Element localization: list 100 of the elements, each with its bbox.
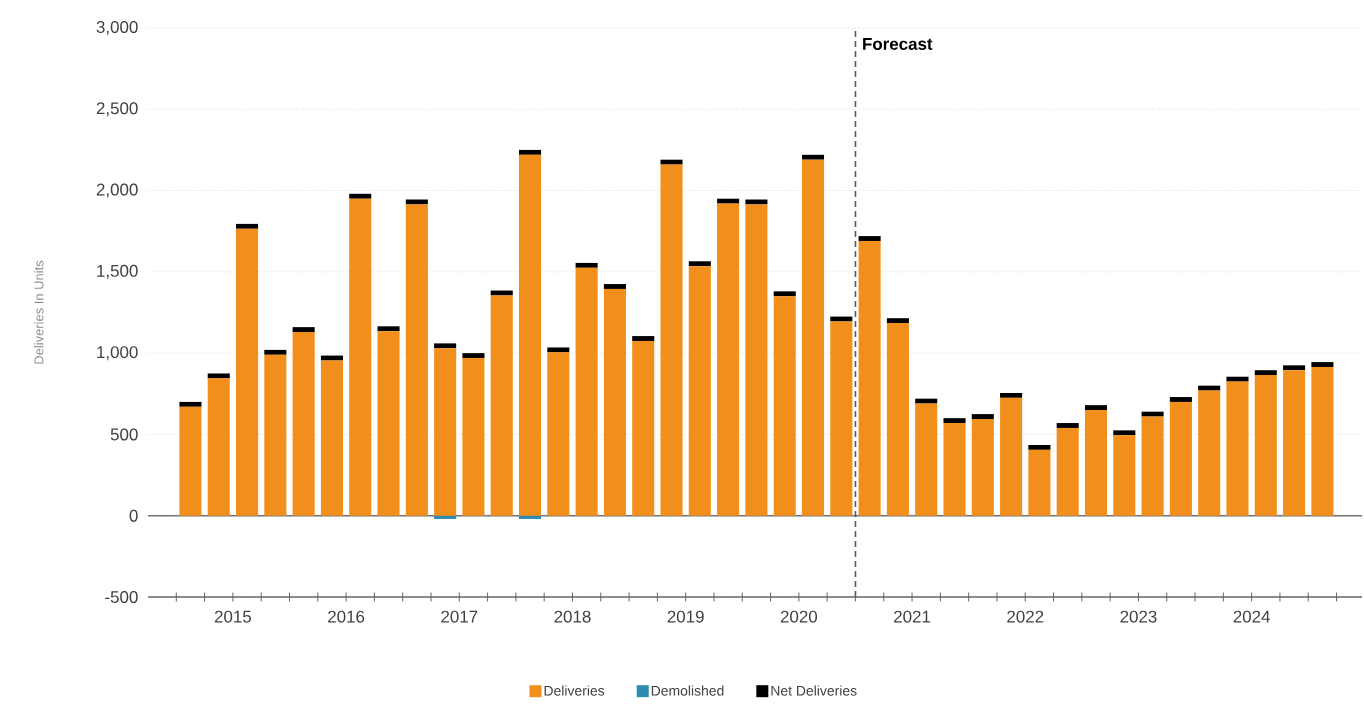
bar xyxy=(1169,397,1192,402)
bar xyxy=(660,159,683,165)
bar xyxy=(547,347,570,353)
x-tick-label: 2016 xyxy=(328,610,365,623)
bar xyxy=(1254,375,1277,516)
bar xyxy=(1169,401,1192,516)
bar xyxy=(518,149,542,155)
bar xyxy=(971,418,994,516)
bar xyxy=(745,204,768,516)
y-tick-label: -500 xyxy=(105,591,138,603)
bar xyxy=(1084,410,1108,516)
bar xyxy=(264,354,287,516)
x-tick-label: 2021 xyxy=(894,610,931,623)
bar xyxy=(603,284,626,289)
bar xyxy=(462,353,485,359)
bar xyxy=(377,326,400,332)
bar xyxy=(236,223,259,229)
bar xyxy=(490,295,513,516)
y-axis-title: Deliveries In Units xyxy=(33,260,44,364)
bar xyxy=(179,406,202,516)
x-tick-label: 2015 xyxy=(214,610,252,623)
bar xyxy=(858,240,881,516)
bar xyxy=(915,398,938,404)
bar xyxy=(518,515,542,519)
y-tick-label: 2,500 xyxy=(96,102,138,117)
bar xyxy=(603,288,626,516)
bar xyxy=(915,403,938,516)
bar xyxy=(320,360,343,516)
bar xyxy=(632,340,655,516)
bar xyxy=(292,327,315,333)
bar xyxy=(943,418,966,424)
bar xyxy=(434,515,457,519)
bar xyxy=(434,343,457,349)
bar xyxy=(801,154,825,160)
bar xyxy=(547,352,570,516)
x-tick-label: 2023 xyxy=(1120,610,1157,623)
x-tick-label: 2024 xyxy=(1233,610,1270,623)
bar xyxy=(773,291,796,297)
bar xyxy=(1113,430,1136,436)
legend-label: Deliveries xyxy=(544,685,605,696)
bar xyxy=(179,401,202,407)
y-tick-label: 3,000 xyxy=(96,21,138,35)
bar xyxy=(858,236,881,241)
bar xyxy=(518,154,542,516)
x-tick-label: 2022 xyxy=(1007,610,1044,623)
annotation: Forecast xyxy=(863,38,933,50)
bar xyxy=(434,348,457,516)
bar xyxy=(632,336,655,341)
bar xyxy=(349,198,372,516)
bar xyxy=(1084,405,1108,411)
bar xyxy=(264,349,287,355)
y-tick-label: 0 xyxy=(129,509,138,522)
x-tick-label: 2018 xyxy=(554,610,591,623)
bar xyxy=(717,198,740,204)
bar xyxy=(405,204,428,516)
y-tick-label: 1,500 xyxy=(97,264,138,279)
bar xyxy=(1254,370,1277,376)
x-tick-label: 2017 xyxy=(441,610,478,623)
bar xyxy=(1056,427,1079,516)
bar xyxy=(886,318,909,324)
bar xyxy=(1226,381,1249,516)
bar xyxy=(236,228,259,516)
bar xyxy=(292,332,315,516)
bar xyxy=(1311,362,1334,367)
bar xyxy=(575,262,598,268)
bar xyxy=(1141,411,1164,417)
bar xyxy=(801,159,825,516)
bar xyxy=(717,203,740,516)
bar xyxy=(207,378,230,516)
bar xyxy=(1283,365,1306,371)
bar xyxy=(1198,390,1221,516)
bar xyxy=(575,267,598,516)
bar xyxy=(886,323,909,516)
bar xyxy=(207,373,230,379)
bar xyxy=(1141,416,1164,516)
bar xyxy=(773,296,796,516)
y-tick-label: 1,000 xyxy=(97,346,138,361)
bar xyxy=(688,266,711,516)
bar xyxy=(1283,370,1306,516)
bar xyxy=(660,164,683,516)
bar xyxy=(1000,397,1023,516)
y-tick-label: 500 xyxy=(110,428,138,441)
bar xyxy=(1028,445,1051,450)
bar xyxy=(462,358,485,516)
legend-label: Net Deliveries xyxy=(771,685,857,696)
bar xyxy=(1311,366,1334,516)
bar xyxy=(349,193,372,199)
bar xyxy=(688,261,711,267)
x-tick-label: 2019 xyxy=(667,610,704,623)
legend-label: Demolished xyxy=(651,685,724,696)
bar xyxy=(1198,385,1221,391)
bar xyxy=(1113,435,1136,516)
bar xyxy=(1028,449,1051,516)
bar xyxy=(830,321,853,516)
x-tick-label: 2020 xyxy=(780,610,818,623)
bar xyxy=(971,414,994,419)
bar xyxy=(1000,392,1023,398)
bar xyxy=(943,423,966,516)
bar xyxy=(1056,423,1079,428)
bar xyxy=(377,331,400,516)
